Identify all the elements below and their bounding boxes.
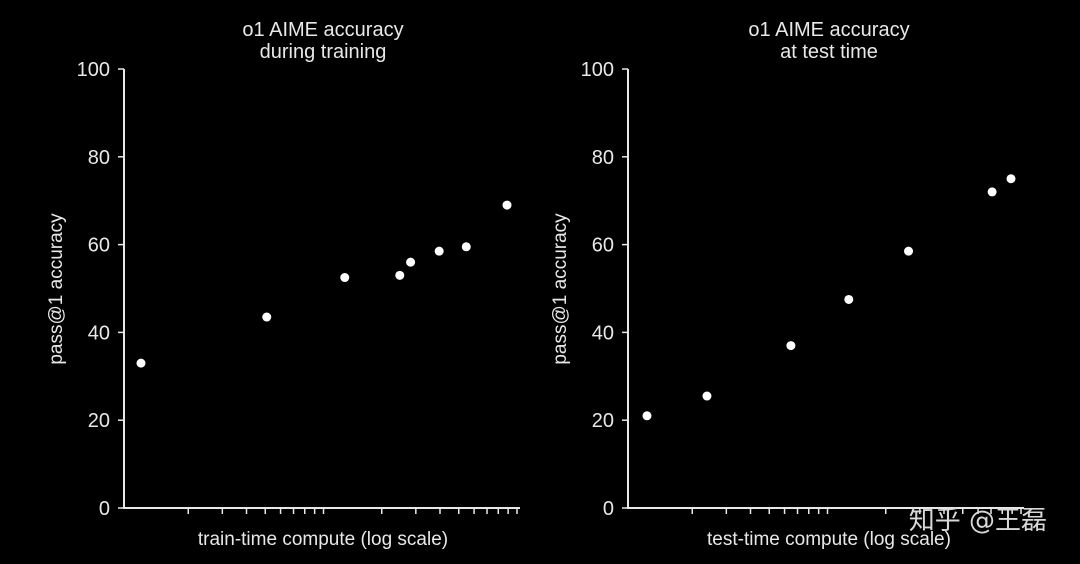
- y-tick-label: 80: [592, 147, 614, 169]
- x-minor-ticks: [187, 508, 518, 514]
- data-point: [395, 270, 405, 280]
- data-point: [987, 187, 997, 197]
- watermark-text: 知乎 @王磊: [909, 506, 1047, 536]
- y-ticks: 0 20 40 60 80 100: [77, 59, 124, 520]
- data-point: [1006, 174, 1016, 184]
- data-points: [136, 200, 512, 368]
- y-tick-label: 60: [592, 235, 614, 257]
- data-point: [406, 257, 416, 267]
- data-point: [461, 242, 471, 252]
- y-tick-label: 40: [592, 322, 614, 344]
- chart-title-line-1: o1 AIME accuracy: [748, 19, 909, 41]
- data-point: [434, 246, 444, 256]
- x-axis-label: test-time compute (log scale): [707, 529, 951, 550]
- y-tick-label: 40: [88, 322, 110, 344]
- y-tick-label: 0: [603, 498, 614, 520]
- data-point: [502, 200, 512, 210]
- x-axis-label: train-time compute (log scale): [198, 529, 448, 550]
- chart-test-time: o1 AIME accuracy at test time 0 20 40 60 80 1…: [550, 19, 1024, 550]
- y-tick-label: 60: [88, 235, 110, 257]
- y-ticks: 0 20 40 60 80 100: [581, 59, 628, 520]
- y-tick-label: 80: [88, 147, 110, 169]
- chart-title-line-2: at test time: [780, 41, 878, 63]
- data-point: [844, 294, 854, 304]
- y-tick-label: 0: [99, 498, 110, 520]
- x-axis-line: [627, 69, 1024, 509]
- data-point: [904, 246, 914, 256]
- data-point: [340, 273, 350, 283]
- chart-title-line-2: during training: [260, 41, 387, 63]
- chart-training: o1 AIME accuracy during training 0 20 40 60…: [46, 19, 520, 550]
- y-tick-label: 100: [77, 59, 110, 81]
- chart-title-line-1: o1 AIME accuracy: [242, 19, 403, 41]
- y-axis-label: pass@1 accuracy: [550, 213, 571, 365]
- data-point: [786, 341, 796, 351]
- y-axis-label: pass@1 accuracy: [46, 213, 67, 365]
- data-point: [136, 358, 146, 368]
- data-point: [642, 411, 652, 421]
- y-tick-label: 20: [88, 410, 110, 432]
- x-axis-line: [123, 69, 520, 509]
- y-tick-label: 100: [581, 59, 614, 81]
- data-points: [642, 174, 1016, 421]
- y-tick-label: 20: [592, 410, 614, 432]
- data-point: [702, 391, 712, 401]
- x-minor-ticks: [691, 508, 1022, 514]
- data-point: [262, 312, 272, 322]
